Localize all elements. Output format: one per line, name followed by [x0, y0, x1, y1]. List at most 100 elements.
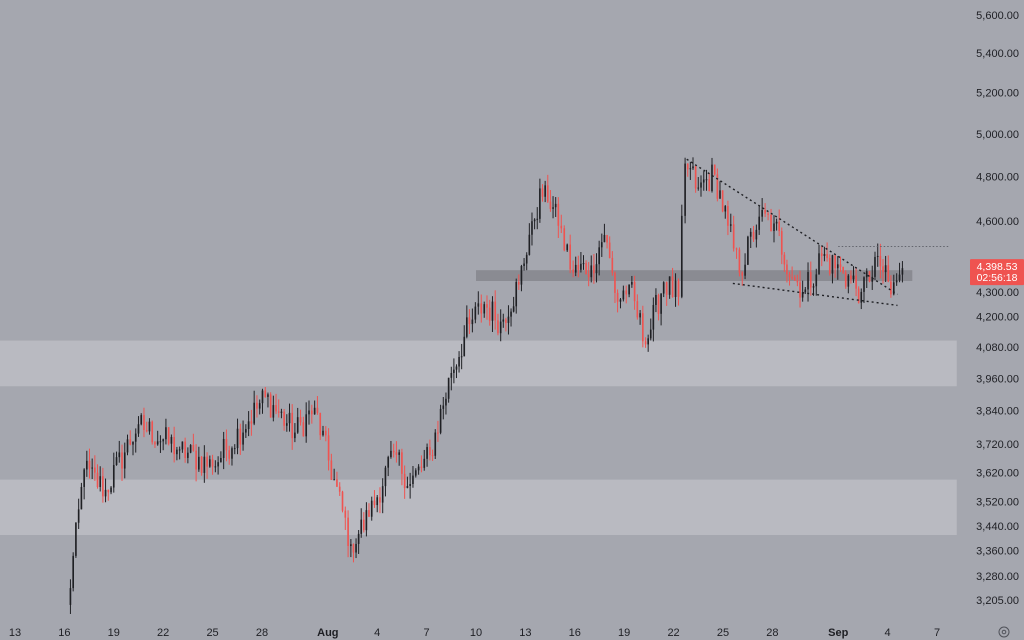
candle-body [112, 465, 115, 488]
price-axis[interactable]: 5,600.00 5,400.00 5,200.00 5,000.00 4,800.00… [968, 0, 1024, 640]
candle-body [860, 291, 863, 303]
y-tick-label: 4,800.00 [976, 172, 1019, 184]
candle-body [143, 415, 145, 430]
candle-body [502, 319, 505, 322]
candle-body [552, 207, 554, 209]
candle-body [381, 486, 384, 503]
candle-body [220, 457, 222, 463]
candle-body [176, 449, 178, 455]
candle-body [233, 448, 236, 450]
candle-body [217, 462, 219, 467]
candle-body [636, 301, 639, 318]
candle-body [460, 356, 463, 358]
candle-body [477, 303, 480, 307]
candle-body [148, 421, 151, 432]
candle-body [370, 500, 373, 517]
y-tick-label: 3,360.00 [976, 545, 1019, 557]
x-tick-label: Aug [317, 627, 338, 639]
candle-body [741, 272, 744, 276]
candle-body [406, 485, 409, 489]
candle-body [360, 519, 363, 534]
candle-body [379, 497, 381, 503]
candle-body [884, 265, 887, 273]
last-price-box [970, 259, 1024, 286]
candle-body [600, 242, 603, 248]
x-tick-label: 16 [58, 627, 70, 639]
candle-body [468, 317, 471, 325]
candle-body [834, 255, 836, 269]
candle-body [305, 414, 308, 437]
candle-body [352, 544, 355, 553]
candle-body [151, 421, 154, 443]
candle-body [288, 412, 291, 424]
candle-body [156, 441, 159, 445]
candle-body [580, 263, 582, 270]
candle-body [895, 280, 898, 283]
candle-body [660, 293, 662, 314]
candle-body [184, 441, 186, 458]
candle-body [887, 265, 890, 282]
price-axis-bg[interactable] [968, 0, 1024, 640]
y-tick-label: 3,720.00 [976, 439, 1019, 451]
candle-body [713, 164, 716, 175]
y-tick-label: 4,200.00 [976, 312, 1019, 324]
candle-body [373, 500, 376, 506]
candle-body [721, 190, 724, 212]
candle-body [510, 311, 512, 317]
trendline-wedge-upper[interactable] [686, 158, 898, 295]
candle-body [118, 452, 121, 458]
x-tick-label: 4 [885, 627, 891, 639]
settings-gear-icon[interactable] [998, 626, 1010, 638]
candle-body [69, 588, 72, 605]
x-tick-label: 22 [667, 627, 679, 639]
candle-body [491, 301, 494, 321]
candle-body [791, 277, 793, 279]
candle-body [253, 402, 255, 424]
candle-body [242, 432, 244, 445]
candle-body [209, 459, 211, 467]
candle-body [657, 294, 660, 314]
candle-body [347, 517, 349, 546]
last-price-label: 4,398.53 [977, 261, 1018, 273]
candle-body [181, 441, 184, 450]
candle-body [480, 303, 483, 314]
candle-body [453, 369, 455, 373]
candle-body [631, 282, 633, 285]
candle-body [365, 510, 368, 531]
candle-body [285, 423, 288, 426]
candle-body [689, 168, 692, 170]
candle-body [517, 282, 520, 285]
candle-body [368, 510, 370, 517]
candle-body [686, 163, 689, 170]
candle-body [264, 390, 267, 397]
candle-body [554, 203, 557, 208]
candle-body [434, 432, 437, 456]
candle-body [616, 292, 619, 302]
candle-body [796, 280, 799, 283]
x-tick-label: 10 [470, 627, 482, 639]
candle-body [350, 544, 352, 546]
candle-body [173, 436, 175, 455]
candle-body [72, 555, 74, 589]
y-tick-label: 3,620.00 [976, 467, 1019, 479]
candle-body [319, 412, 322, 436]
x-tick-label: 28 [256, 627, 268, 639]
candle-body [115, 457, 118, 466]
candle-body [773, 223, 775, 232]
time-axis[interactable]: 13 16 19 22 25 28 Aug 4 7 10 13 16 19 22 25 28 Sep 4 7 [9, 627, 940, 639]
candle-body [590, 265, 593, 278]
candle-body [865, 271, 868, 278]
candle-body [302, 422, 305, 437]
candle-body [533, 219, 536, 222]
candle-body [826, 254, 828, 259]
candle-body [137, 424, 140, 434]
candle-body [463, 336, 466, 357]
candle-body [222, 438, 225, 458]
candle-body [474, 306, 477, 320]
candle-body [674, 280, 677, 297]
candle-body [546, 185, 549, 202]
y-tick-label: 3,960.00 [976, 373, 1019, 385]
candle-body [330, 460, 333, 480]
candle-body [483, 304, 486, 314]
